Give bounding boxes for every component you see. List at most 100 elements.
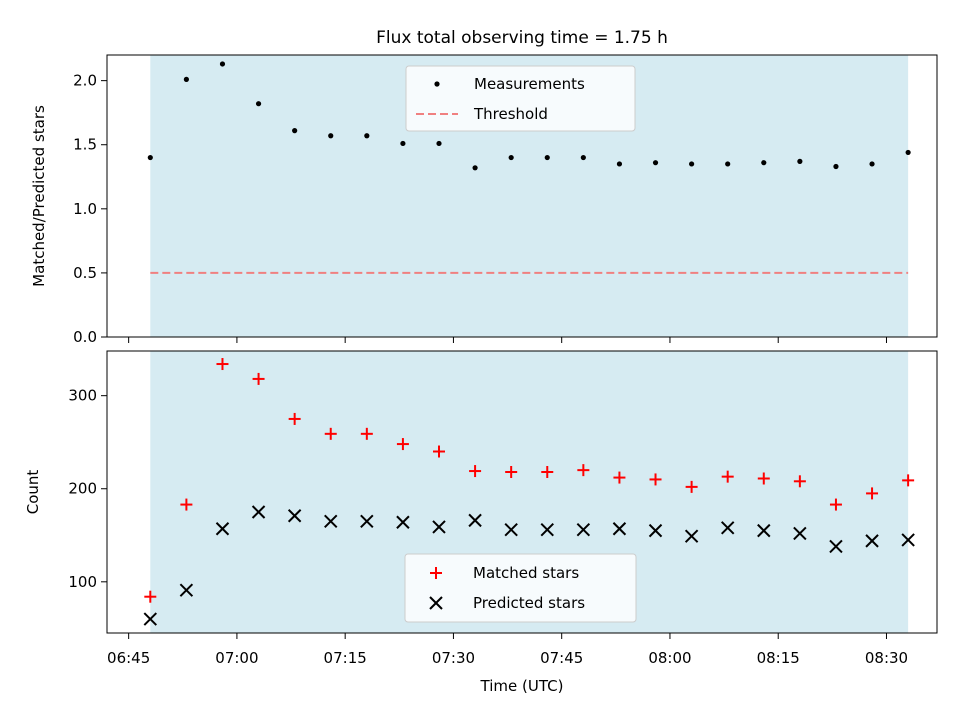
measurement-point bbox=[616, 161, 623, 167]
legend-threshold-label: Threshold bbox=[473, 105, 548, 123]
bottom-panel: 100 200 300 06:45 07:00 07:15 07:30 07:45 08:00… bbox=[24, 350, 938, 695]
predicted-star-point bbox=[684, 529, 699, 543]
x-tick-label: 08:15 bbox=[757, 649, 800, 667]
predicted-star-point bbox=[324, 514, 338, 529]
x-tick-label: 06:45 bbox=[107, 649, 150, 667]
measurement-point bbox=[436, 140, 442, 147]
matched-star-point bbox=[360, 427, 373, 440]
matched-star-point bbox=[541, 465, 554, 478]
predicted-star-point bbox=[757, 523, 771, 538]
matched-star-point bbox=[613, 471, 626, 484]
top-y-ticks: 0.0 0.5 1.0 1.5 2.0 bbox=[73, 72, 107, 346]
predicted-star-point bbox=[287, 509, 302, 523]
predicted-star-point bbox=[829, 539, 843, 554]
legend-matched-label: Matched stars bbox=[473, 564, 579, 582]
x-axis-label: Time (UTC) bbox=[480, 677, 564, 695]
measurement-point bbox=[869, 161, 875, 167]
matched-star-point bbox=[396, 438, 409, 451]
predicted-star-point bbox=[576, 522, 591, 537]
legend-measurements-marker bbox=[434, 81, 440, 87]
matched-star-point bbox=[505, 465, 518, 478]
y-tick-label: 1.0 bbox=[73, 200, 97, 218]
predicted-star-point bbox=[648, 523, 663, 538]
predicted-star-point bbox=[468, 513, 482, 528]
predicted-star-point bbox=[396, 515, 410, 529]
matched-star-point bbox=[216, 358, 229, 371]
matched-star-point bbox=[324, 427, 337, 440]
predicted-star-point bbox=[540, 522, 554, 537]
x-tick-label: 07:00 bbox=[215, 649, 258, 667]
x-tick-label: 08:00 bbox=[648, 649, 691, 667]
matched-star-point bbox=[829, 498, 842, 511]
predicted-star-point bbox=[143, 612, 158, 626]
measurement-point bbox=[797, 158, 803, 164]
legend-predicted-marker bbox=[429, 596, 443, 610]
legend-measurements-label: Measurements bbox=[474, 75, 585, 93]
predicted-star-point bbox=[432, 520, 446, 534]
x-tick-label: 07:30 bbox=[432, 649, 475, 667]
measurement-point bbox=[183, 76, 189, 82]
top-panel: 0.00.51.01.52.0 Matched/Predicted stars … bbox=[30, 54, 938, 346]
top-legend-box bbox=[405, 65, 636, 132]
measurement-point bbox=[833, 163, 839, 170]
top-axes-frame bbox=[106, 54, 938, 338]
measurement-point bbox=[580, 154, 586, 161]
predicted-star-point bbox=[251, 505, 266, 519]
top-x-ticks bbox=[128, 337, 887, 343]
predicted-star-point bbox=[360, 514, 374, 529]
predicted-star-point bbox=[612, 522, 627, 536]
matched-star-point bbox=[577, 464, 590, 477]
measurement-point bbox=[364, 133, 370, 139]
x-tick-label: 08:30 bbox=[865, 649, 908, 667]
bottom-y-ticks: 100 200 300 bbox=[68, 387, 107, 591]
y-tick-label: 1.5 bbox=[73, 136, 97, 154]
measurement-point bbox=[328, 133, 334, 139]
measurement-point bbox=[652, 160, 659, 166]
measurement-point bbox=[219, 61, 226, 67]
measurement-point bbox=[508, 154, 514, 161]
bottom-x-ticks: 06:45 07:00 07:15 07:30 07:45 08:00 08:15 08:30 bbox=[107, 633, 908, 667]
predicted-star-point bbox=[720, 521, 735, 535]
matched-star-point bbox=[649, 473, 662, 486]
legend-matched-marker bbox=[430, 567, 442, 579]
measurement-point bbox=[905, 149, 911, 156]
matched-star-point bbox=[866, 487, 879, 500]
legend-predicted-label: Predicted stars bbox=[473, 594, 585, 612]
measurement-point bbox=[725, 161, 731, 167]
matched-star-point bbox=[757, 472, 770, 485]
x-tick-label: 07:45 bbox=[540, 649, 583, 667]
y-tick-label: 2.0 bbox=[73, 72, 97, 90]
chart-title: Flux total observing time = 1.75 h bbox=[376, 28, 668, 48]
matched-star-point bbox=[433, 445, 445, 458]
measurement-point bbox=[292, 128, 298, 134]
matched-star-point bbox=[721, 470, 734, 483]
matched-star-point bbox=[469, 465, 482, 478]
measurement-point bbox=[689, 161, 695, 167]
bottom-count-points bbox=[143, 358, 915, 626]
predicted-star-point bbox=[793, 526, 807, 541]
predicted-star-point bbox=[215, 522, 230, 536]
measurement-point bbox=[147, 154, 153, 161]
matched-star-point bbox=[685, 480, 698, 493]
matched-star-point bbox=[180, 498, 193, 511]
y-tick-label: 300 bbox=[68, 387, 97, 405]
predicted-star-point bbox=[865, 534, 879, 548]
measurement-point bbox=[761, 160, 767, 166]
matched-star-point bbox=[902, 474, 915, 487]
bottom-y-axis-label: Count bbox=[24, 470, 42, 515]
measurement-point bbox=[544, 154, 550, 161]
matched-star-point bbox=[288, 412, 301, 425]
measurement-point bbox=[472, 165, 478, 171]
measurement-point bbox=[400, 140, 406, 147]
y-tick-label: 200 bbox=[68, 480, 97, 498]
top-legend: Measurements Threshold bbox=[405, 65, 636, 132]
measurement-point bbox=[255, 101, 262, 107]
predicted-star-point bbox=[179, 583, 194, 597]
matched-star-point bbox=[793, 475, 806, 488]
y-tick-label: 100 bbox=[68, 573, 97, 591]
y-tick-label: 0.0 bbox=[73, 328, 97, 346]
top-y-axis-label: Matched/Predicted stars bbox=[30, 105, 48, 287]
matched-star-point bbox=[144, 590, 157, 603]
y-tick-label: 0.5 bbox=[73, 264, 97, 282]
